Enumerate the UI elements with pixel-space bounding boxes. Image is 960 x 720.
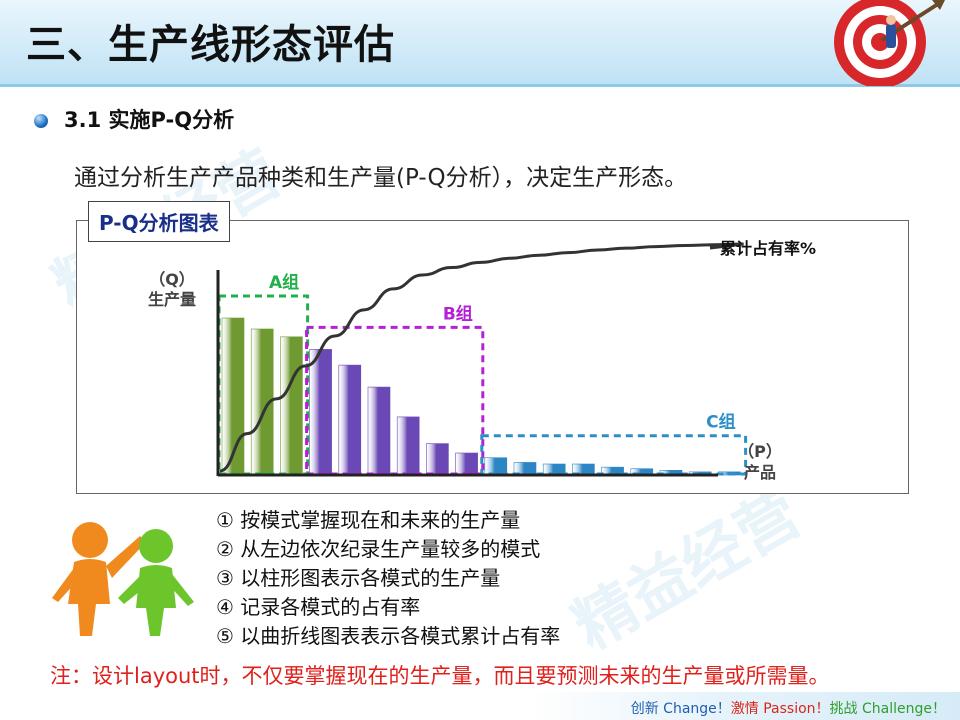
slogan: 创新 Change！激情 Passion！挑战 Challenge！: [631, 698, 946, 718]
step-item: ④ 记录各模式的占有率: [216, 595, 421, 619]
bar: [484, 457, 508, 476]
page-title: 三、生产线形态评估: [26, 22, 395, 68]
slogan-challenge: 挑战 Challenge！: [829, 701, 946, 717]
y-axis-label: 生产量: [148, 290, 196, 309]
group-label: C组: [706, 412, 735, 433]
bar: [338, 364, 362, 476]
bullet-icon: [34, 114, 48, 128]
x-axis-label-top: （P）: [738, 442, 782, 461]
x-axis-label: 产品: [744, 463, 776, 482]
bar: [426, 443, 449, 476]
cumulative-line: [219, 242, 744, 473]
presenter-figures-icon: [52, 522, 194, 636]
slogan-change: 创新 Change！: [630, 701, 731, 717]
intro-text: 通过分析生产产品种类和生产量(P-Q分析），决定生产形态。: [74, 165, 688, 191]
bottom-bar: [0, 692, 960, 720]
bar: [280, 336, 303, 476]
target-logo-icon: [834, 0, 945, 86]
step-item: ② 从左边依次纪录生产量较多的模式: [216, 537, 541, 561]
bar: [367, 386, 391, 476]
cumulative-label: 累计占有率%: [720, 239, 816, 258]
title-band: [0, 0, 960, 87]
section-heading: 3.1 实施P-Q分析: [34, 104, 234, 134]
chart-title: P-Q分析图表: [88, 201, 230, 242]
y-axis-label-top: （Q）: [149, 270, 195, 289]
steps-list: ① 按模式掌握现在和未来的生产量 ② 从左边依次纪录生产量较多的模式 ③ 以柱形…: [216, 506, 560, 651]
group-label: A组: [269, 272, 299, 293]
step-item: ③ 以柱形图表示各模式的生产量: [216, 566, 501, 590]
bar: [455, 452, 478, 476]
chart-frame: [76, 220, 909, 494]
step-item: ⑤ 以曲折线图表表示各模式累计占有率: [216, 624, 561, 648]
step-item: ① 按模式掌握现在和未来的生产量: [216, 508, 521, 532]
bar: [396, 416, 420, 476]
bar: [309, 349, 332, 476]
section-title: 实施P-Q分析: [108, 108, 235, 132]
section-number: 3.1: [64, 108, 102, 132]
note-text: 注：设计layout时，不仅要掌握现在的生产量，而且要预测未来的生产量或所需量。: [50, 664, 830, 688]
slogan-passion: 激情 Passion！: [730, 701, 830, 717]
group-box: [305, 325, 485, 476]
group-label: B组: [443, 303, 473, 324]
